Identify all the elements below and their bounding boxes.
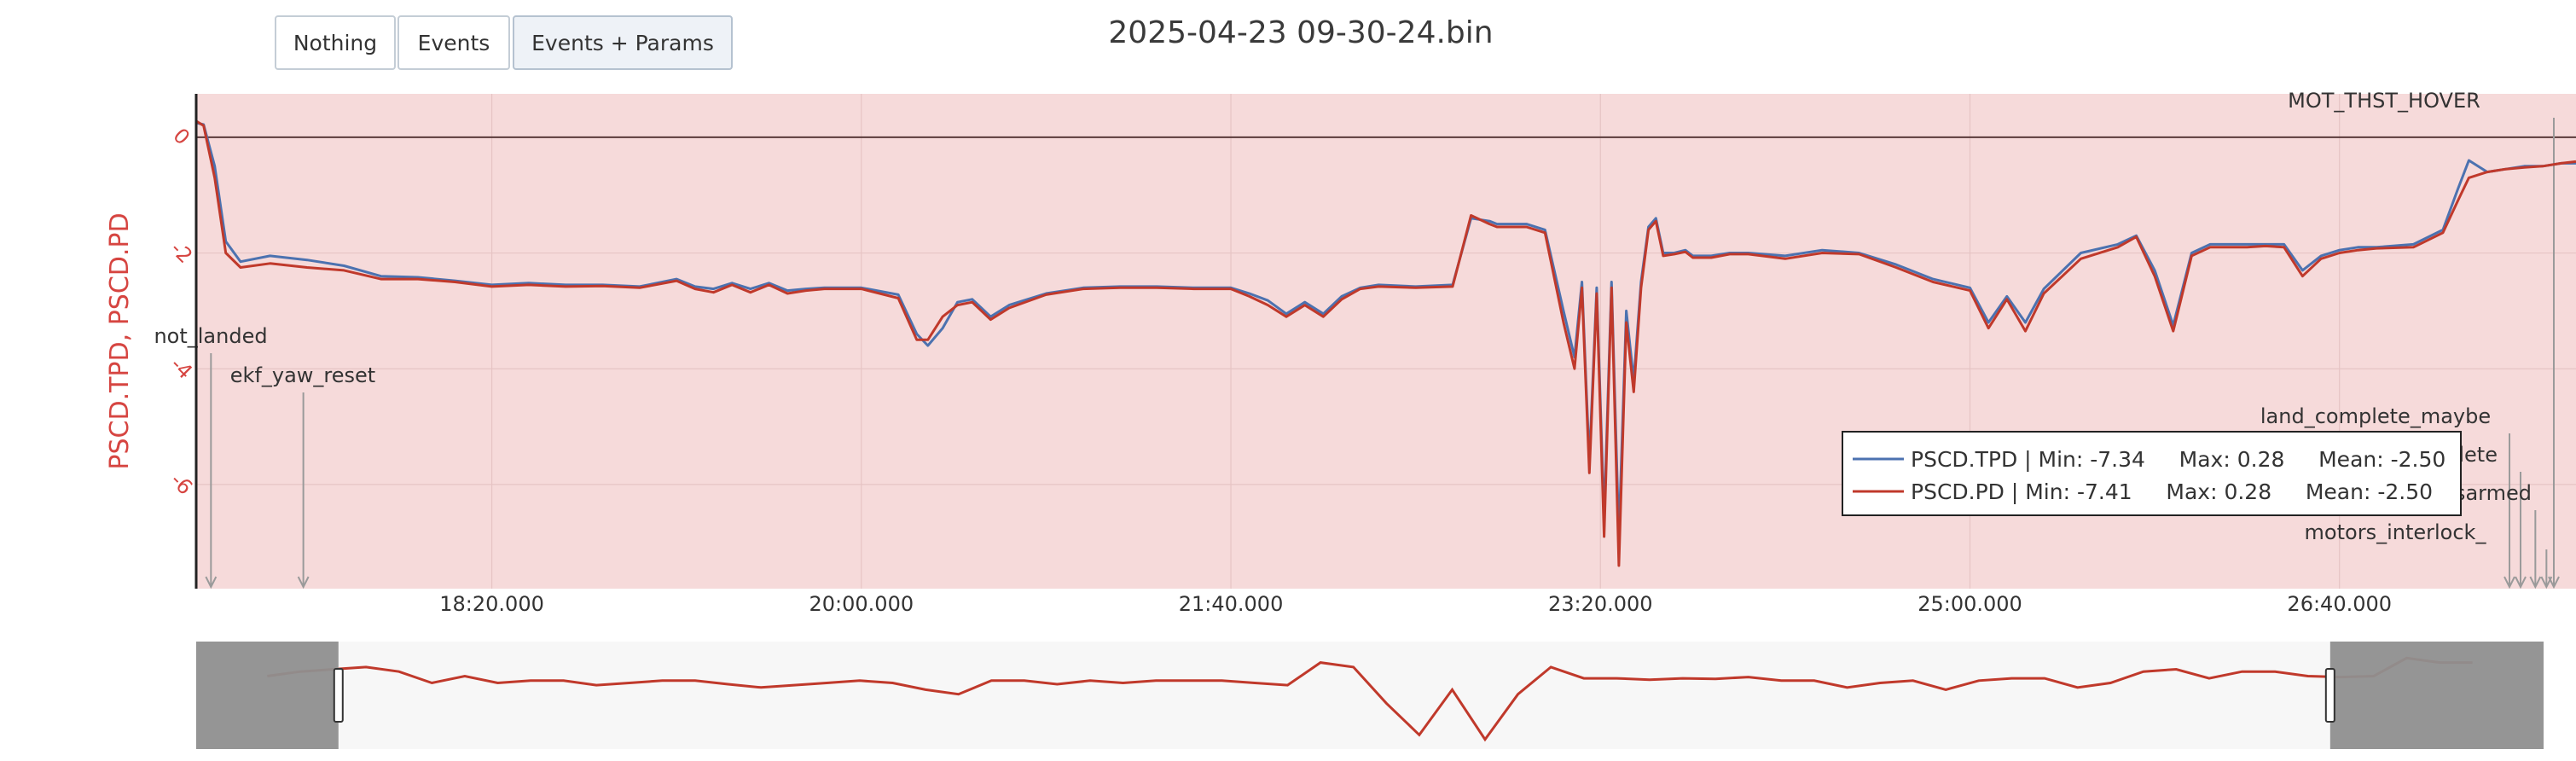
event-arrow — [205, 576, 218, 590]
x-tick-label: 25:00.000 — [1917, 592, 2022, 616]
y-tick-label: -2 — [165, 236, 197, 268]
x-tick-label: 21:40.000 — [1179, 592, 1284, 616]
navigator-mask-right — [2329, 642, 2544, 749]
series-line-pscd-tpd — [196, 121, 2576, 538]
event-arrow — [297, 576, 310, 590]
x-ticks: 18:20.000 20:00.000 21:40.000 23:20.000 25:0… — [439, 592, 2392, 616]
series-line-pscd-pd — [196, 119, 2576, 567]
events-params-button[interactable]: Events + Params — [513, 15, 733, 70]
series-lines — [196, 119, 2576, 567]
navigator-mask-left — [196, 642, 339, 749]
event-label: MOT_THST_HOVER — [2288, 89, 2480, 113]
legend: PSCD.TPD | Min: -7.34 Max: 0.28 Mean: -2… — [1842, 431, 2462, 516]
range-navigator — [196, 642, 2544, 749]
event-label: land_complete_maybe — [2260, 404, 2491, 428]
event-label: ekf_yaw_reset — [230, 363, 375, 387]
legend-box — [1842, 431, 2462, 516]
y-tick-label: -6 — [165, 468, 197, 500]
navigator-line-pd — [267, 656, 2473, 742]
x-tick-label: 23:20.000 — [1548, 592, 1653, 616]
event-label: not_landed — [154, 324, 267, 348]
navigator-handle-right[interactable] — [2324, 668, 2335, 723]
chart-title: 2025-04-23 09-30-24.bin — [1108, 15, 1494, 50]
event-arrow — [2515, 576, 2527, 590]
legend-entry: PSCD.TPD | Min: -7.34 Max: 0.28 Mean: -2… — [1911, 447, 2445, 472]
x-tick-label: 18:20.000 — [439, 592, 544, 616]
y-tick-label: 0 — [168, 124, 194, 150]
navigator-background — [196, 642, 2544, 749]
event-arrow — [2529, 576, 2542, 590]
nothing-button[interactable]: Nothing — [275, 15, 396, 70]
event-arrow — [2548, 576, 2560, 590]
event-label: motors_interlock_ — [2305, 520, 2487, 544]
legend-entry: PSCD.PD | Min: -7.41 Max: 0.28 Mean: -2.… — [1911, 479, 2433, 504]
x-tick-label: 26:40.000 — [2287, 592, 2392, 616]
y-axis-label: PSCD.TPD, PSCD.PD — [105, 212, 135, 469]
event-arrow — [2503, 576, 2515, 590]
x-tick-label: 20:00.000 — [809, 592, 914, 616]
y-tick-label: -4 — [165, 352, 197, 384]
y-ticks: 0 -2 -4 -6 — [165, 124, 197, 500]
events-button[interactable]: Events — [397, 15, 510, 70]
navigator-handle-left[interactable] — [333, 668, 344, 723]
